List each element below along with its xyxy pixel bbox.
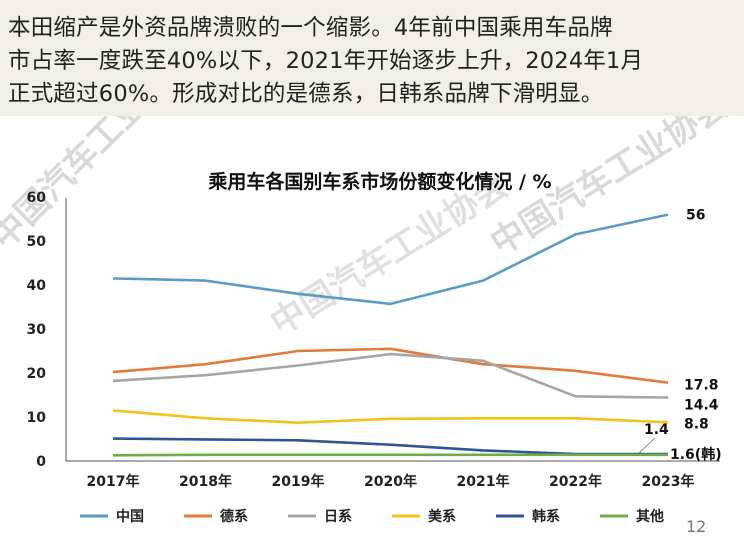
x-tick-label: 2019年 [272, 473, 325, 490]
page-number: 12 [686, 517, 706, 536]
chart-title: 乘用车各国别车系市场份额变化情况 / % [207, 170, 551, 193]
caption-line: 市占率一度跌至40%以下，2021年开始逐步上升，2024年1月 [8, 48, 644, 74]
line-chart: 中国汽车工业协会 中国汽车工业协会 中国汽车工业协会 乘用车各国别车系市场份额变… [0, 116, 744, 546]
watermark-group: 中国汽车工业协会 中国汽车工业协会 中国汽车工业协会 [0, 116, 735, 344]
data-label-其他: 1.4 [644, 422, 669, 438]
y-tick-label: 60 [27, 190, 47, 206]
series-lines [112, 213, 669, 457]
caption-line: 本田缩产是外资品牌溃败的一个缩影。4年前中国乘用车品牌 [8, 15, 613, 41]
data-label-德系: 17.8 [684, 378, 719, 394]
x-tick-labels: 2017年 2018年 2019年 2020年 2021年 2022年 2023年 [87, 473, 695, 490]
legend-label-美系: 美系 [428, 508, 456, 525]
data-label-日系: 14.4 [684, 398, 719, 414]
x-tick-label: 2022年 [549, 473, 602, 490]
legend-label-韩系: 韩系 [532, 508, 560, 525]
legend-label-中国: 中国 [116, 508, 144, 525]
data-label-中国: 56 [686, 208, 705, 224]
legend-label-其他: 其他 [636, 508, 664, 525]
x-tick-label: 2021年 [457, 473, 510, 490]
x-tick-label: 2018年 [179, 473, 232, 490]
y-tick-label: 40 [27, 278, 47, 294]
y-tick-label: 50 [27, 234, 47, 250]
x-tick-label: 2017年 [87, 473, 140, 490]
y-tick-label: 10 [27, 410, 47, 426]
x-tick-label: 2020年 [364, 473, 417, 490]
series-line-其他 [112, 453, 668, 457]
series-line-韩系 [112, 437, 668, 456]
chart-svg: 中国汽车工业协会 中国汽车工业协会 中国汽车工业协会 乘用车各国别车系市场份额变… [0, 116, 735, 536]
legend-label-日系: 日系 [324, 508, 352, 525]
y-tick-label: 20 [27, 366, 47, 382]
legend: 中国 德系 日系 美系 韩系 其他 [80, 508, 664, 525]
y-tick-labels: 0 10 20 30 40 50 60 [27, 190, 47, 470]
caption-line: 正式超过60%。形成对比的是德系，日韩系品牌下滑明显。 [8, 81, 604, 107]
end-labels: 56 17.8 14.4 8.8 1.41.6(韩) [644, 208, 722, 463]
annotation-leader-line [637, 437, 656, 455]
series-line-中国 [112, 213, 669, 306]
y-tick-label: 0 [36, 454, 46, 470]
legend-label-德系: 德系 [220, 508, 248, 525]
data-label-美系: 8.8 [684, 416, 709, 432]
y-tick-label: 30 [27, 322, 47, 338]
series-line-德系 [112, 347, 669, 384]
series-line-日系 [112, 352, 669, 399]
caption-text-block: 本田缩产是外资品牌溃败的一个缩影。4年前中国乘用车品牌 市占率一度跌至40%以下… [0, 0, 744, 116]
data-label-韩系: 1.6(韩) [670, 446, 722, 463]
x-tick-label: 2023年 [642, 473, 695, 490]
series-line-美系 [112, 409, 669, 425]
